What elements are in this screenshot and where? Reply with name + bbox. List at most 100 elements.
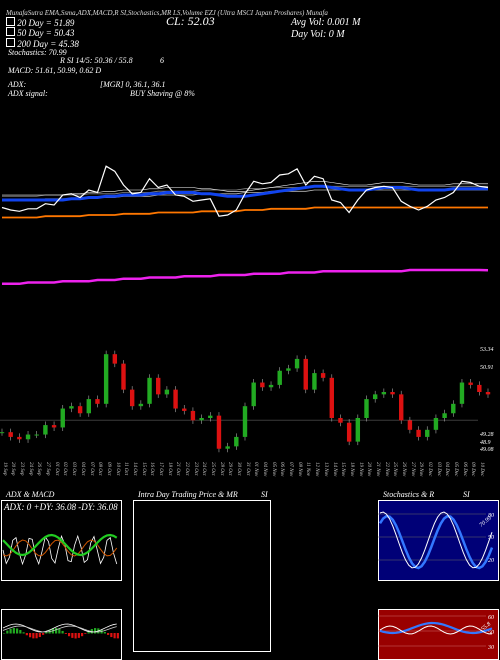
date-tick-label: 20 Nov bbox=[366, 462, 372, 477]
ema200-legend: 200 Day = 45.38 bbox=[6, 38, 79, 49]
date-tick-label: 30 Oct bbox=[236, 462, 241, 476]
date-tick-label: 01 Oct bbox=[53, 462, 59, 476]
date-tick-label: 07 Oct bbox=[88, 462, 94, 476]
date-tick-label: 10 Dec bbox=[479, 462, 484, 477]
date-tick-label: 23 Oct bbox=[192, 462, 198, 476]
stochastics-title: Stochastics & R bbox=[383, 490, 435, 499]
ema50-legend: 50 Day = 50.43 bbox=[6, 27, 74, 38]
candle-body bbox=[147, 377, 152, 404]
date-tick-label: 21 Nov bbox=[374, 462, 380, 477]
date-tick-label: 23 Sep bbox=[19, 462, 24, 476]
price-label-low3: 49.08 bbox=[480, 447, 494, 453]
date-tick-label: 03 Oct bbox=[71, 462, 77, 476]
candle-body bbox=[121, 363, 126, 390]
candle-body bbox=[95, 399, 100, 404]
candle-body bbox=[103, 354, 109, 404]
candle-body bbox=[77, 406, 83, 414]
candle-body bbox=[459, 382, 465, 404]
date-tick-label: 15 Oct bbox=[140, 462, 146, 476]
candle-body bbox=[286, 368, 291, 371]
stochastics-panel bbox=[378, 500, 499, 581]
rsi-tick-30: 30 bbox=[488, 645, 494, 651]
candle-body bbox=[182, 408, 187, 411]
date-tick-label: 08 Nov bbox=[296, 462, 302, 477]
candle-body bbox=[17, 436, 22, 440]
candle-body bbox=[60, 408, 65, 428]
adx-panel bbox=[1, 500, 122, 581]
intraday-title: Intra Day Trading Price & MR bbox=[138, 490, 238, 499]
candle-body bbox=[112, 354, 118, 364]
stoch-tick-50: 50 bbox=[488, 535, 494, 541]
candle-body bbox=[164, 389, 170, 395]
candle-body bbox=[372, 394, 378, 400]
date-tick-label: 12 Nov bbox=[314, 462, 320, 477]
ema20-legend: 20 Day = 51.89 bbox=[6, 17, 74, 28]
date-tick-label: 24 Oct bbox=[201, 462, 207, 476]
candle-body bbox=[390, 392, 395, 395]
date-tick-label: 01 Nov bbox=[253, 462, 259, 477]
day-volume: Day Vol: 0 M bbox=[291, 29, 345, 40]
candle-body bbox=[338, 418, 343, 423]
macd-panel bbox=[1, 609, 122, 660]
candle-body bbox=[43, 425, 48, 435]
date-tick-label: 04 Dec bbox=[444, 462, 450, 477]
date-tick-label: 29 Oct bbox=[227, 462, 233, 476]
candle-body bbox=[485, 392, 491, 395]
date-tick-label: 26 Nov bbox=[400, 462, 406, 477]
candle-body bbox=[51, 425, 57, 428]
candle-body bbox=[138, 403, 144, 407]
date-tick-label: 27 Nov bbox=[409, 462, 415, 477]
price-line bbox=[1, 165, 489, 217]
candle-body bbox=[69, 406, 74, 409]
candle-body bbox=[156, 377, 161, 395]
candle-body bbox=[234, 436, 239, 447]
date-tick-label: 14 Nov bbox=[331, 462, 337, 477]
adx-panel-readout: ADX: 0 +DY: 36.08 -DY: 36.08 bbox=[4, 502, 118, 512]
price-label-top: 53.34 bbox=[480, 347, 494, 353]
intraday-panel bbox=[133, 500, 271, 652]
price-label-low1: 49.28 bbox=[480, 432, 494, 438]
adx-signal-value: BUY Shaving @ 8% bbox=[130, 89, 195, 98]
date-tick-label: 14 Oct bbox=[131, 462, 137, 476]
candle-body bbox=[407, 420, 413, 430]
date-tick-label: 09 Dec bbox=[470, 462, 476, 477]
close-price: CL: 52.03 bbox=[166, 14, 215, 28]
date-tick-label: 22 Nov bbox=[383, 462, 389, 477]
rsi-readout: R SI 14/5: 50.36 / 55.8 bbox=[60, 56, 133, 65]
date-tick-label: 07 Nov bbox=[288, 462, 294, 477]
ema50-swatch bbox=[6, 27, 15, 36]
candle-body bbox=[346, 422, 352, 442]
candle-body bbox=[416, 429, 421, 437]
date-tick-label: 19 Sep bbox=[1, 462, 7, 476]
candle-body bbox=[208, 415, 213, 418]
ema50-line bbox=[2, 206, 488, 219]
candle-body bbox=[468, 382, 473, 385]
date-tick-label: 08 Oct bbox=[97, 462, 103, 476]
adx-values: [MGR] 0, 36.1, 36.1 bbox=[100, 80, 166, 89]
date-tick-label: 28 Oct bbox=[218, 462, 224, 476]
candle-body bbox=[294, 358, 300, 369]
rsi-extra: 6 bbox=[160, 56, 164, 65]
date-tick-label: 25 Nov bbox=[392, 462, 398, 477]
candle-body bbox=[86, 399, 91, 414]
date-tick-label: 13 Nov bbox=[322, 462, 328, 477]
candle-body bbox=[329, 377, 334, 418]
stoch-tick-20: 20 bbox=[488, 558, 494, 564]
date-tick-label: 05 Nov bbox=[270, 462, 276, 477]
date-tick-label: 04 Nov bbox=[262, 462, 267, 477]
date-tick-label: 03 Dec bbox=[435, 462, 441, 477]
date-tick-label: 09 Oct bbox=[105, 462, 111, 476]
candle-body bbox=[381, 392, 387, 395]
candle-body bbox=[303, 358, 308, 390]
price-label-low2: 48.9 bbox=[480, 440, 491, 446]
date-tick-label: 21 Oct bbox=[175, 462, 181, 476]
date-tick-label: 15 Nov bbox=[340, 462, 346, 477]
candle-body bbox=[451, 403, 456, 414]
candle-body bbox=[268, 384, 274, 388]
candle-body bbox=[173, 389, 178, 409]
candle-body bbox=[433, 418, 439, 430]
date-tick-label: 22 Oct bbox=[183, 462, 189, 476]
candle-body bbox=[251, 382, 256, 407]
date-tick-label: 18 Nov bbox=[348, 462, 354, 477]
main-chart bbox=[0, 165, 491, 453]
